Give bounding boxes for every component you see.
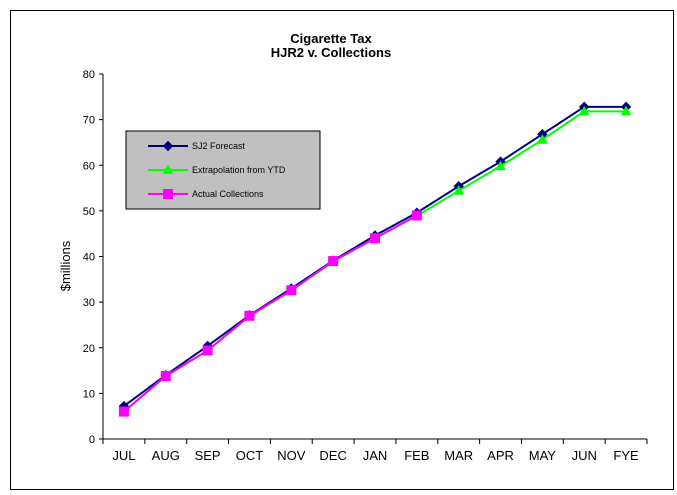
x-tick-label: DEC — [319, 448, 346, 463]
data-point — [453, 185, 465, 195]
data-point — [118, 406, 129, 417]
y-tick-label: 0 — [89, 434, 95, 446]
x-tick-label: FYE — [613, 448, 639, 463]
y-tick-label: 50 — [83, 206, 95, 218]
y-tick-label: 30 — [83, 297, 95, 309]
x-tick-label: AUG — [152, 448, 180, 463]
axes: 0 10 20 30 40 50 60 70 80 JUL AUG SEP OCT NOV DEC JAN FE… — [83, 69, 648, 463]
data-point — [411, 210, 422, 221]
series-layer — [118, 101, 632, 417]
y-tick-label: 20 — [83, 343, 95, 355]
x-tick-label: SEP — [195, 448, 221, 463]
data-point — [537, 134, 548, 144]
data-point — [328, 256, 339, 267]
legend-marker — [162, 140, 174, 152]
x-tick-label: MAY — [529, 448, 557, 463]
y-tick-label: 60 — [83, 160, 95, 172]
x-tick-label: NOV — [277, 448, 306, 463]
y-tick-label: 40 — [83, 252, 95, 264]
x-tick-label: JUN — [572, 448, 597, 463]
data-point — [160, 371, 171, 382]
legend-label: Extrapolation from YTD — [192, 165, 286, 175]
legend-marker — [162, 164, 174, 174]
legend-label: SJ2 Forecast — [192, 141, 246, 151]
x-tick-label: APR — [487, 448, 514, 463]
y-axis-label: $millions — [58, 240, 73, 291]
legend-marker — [163, 189, 173, 199]
series-2 — [118, 210, 422, 417]
series-line — [123, 214, 418, 413]
y-tick-label: 70 — [83, 115, 95, 127]
x-tick-label: JAN — [363, 448, 388, 463]
y-tick-label: 10 — [83, 388, 95, 400]
x-tick-label: OCT — [236, 448, 264, 463]
data-point — [286, 285, 297, 296]
y-tick-label: 80 — [83, 69, 95, 81]
x-tick-label: JUL — [112, 448, 135, 463]
x-tick-label: MAR — [444, 448, 473, 463]
data-point — [620, 105, 632, 116]
data-point — [202, 345, 213, 356]
chart-subtitle: HJR2 v. Collections — [271, 45, 391, 60]
data-point — [578, 105, 590, 116]
x-tick-label: FEB — [404, 448, 429, 463]
data-point — [244, 310, 255, 321]
legend-label: Actual Collections — [192, 189, 264, 199]
data-point — [495, 160, 506, 171]
data-point — [370, 233, 380, 244]
legend: SJ2 Forecast Extrapolation from YTD Actual… — [125, 130, 321, 210]
chart-title: Cigarette Tax — [290, 31, 372, 46]
